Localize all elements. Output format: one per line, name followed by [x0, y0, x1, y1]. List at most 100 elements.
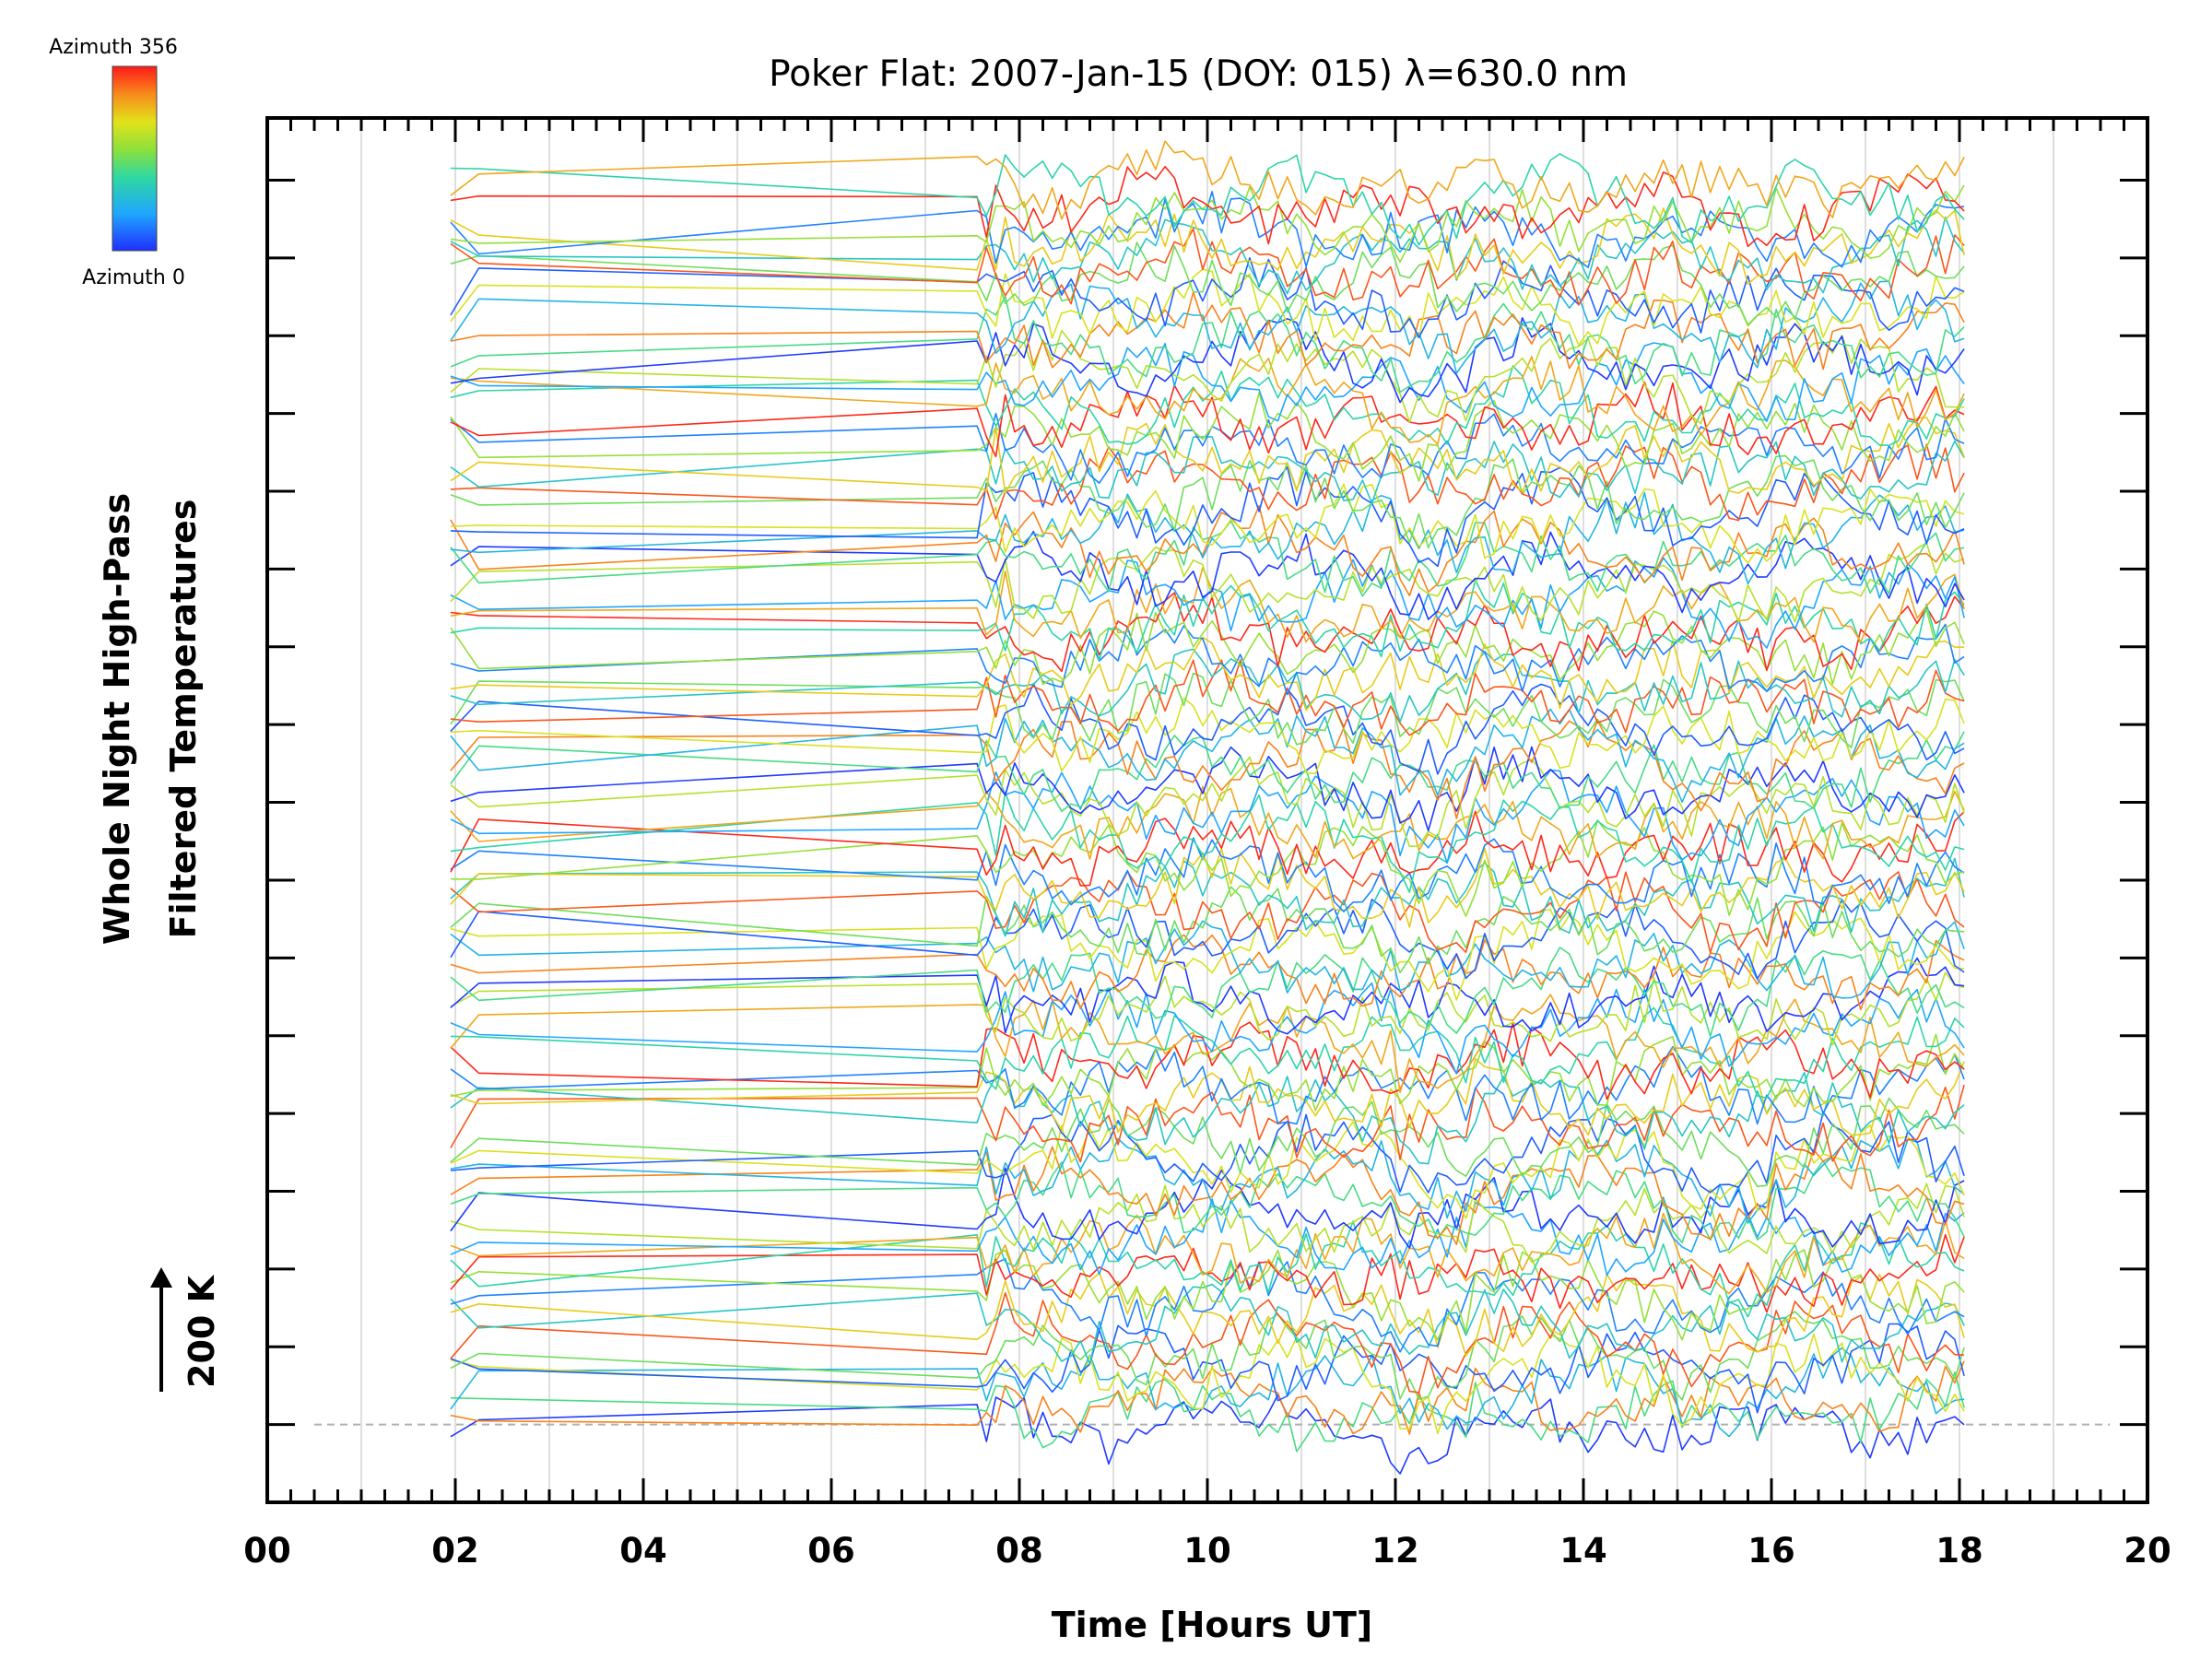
series-line — [450, 295, 1965, 394]
series-line — [450, 256, 1965, 339]
series-line — [450, 280, 1965, 374]
series-line — [450, 847, 1965, 928]
series-line — [450, 1394, 1965, 1475]
series-line — [450, 672, 1965, 749]
series-traces — [450, 140, 1965, 1475]
series-line — [450, 140, 1965, 220]
series-line — [450, 520, 1965, 597]
series-line — [450, 412, 1965, 484]
x-tick-label: 06 — [807, 1531, 855, 1571]
x-tick-label: 18 — [1936, 1531, 1983, 1571]
series-line — [450, 1167, 1965, 1249]
scale-label: 200 K — [182, 1274, 222, 1388]
x-tick-label: 02 — [431, 1531, 479, 1571]
series-line — [450, 756, 1965, 848]
x-tick-label: 04 — [619, 1531, 667, 1571]
series-line — [450, 648, 1965, 723]
series-line — [450, 1121, 1965, 1219]
x-axis-label: Time [Hours UT] — [1052, 1605, 1373, 1645]
series-line — [450, 153, 1965, 246]
series-line — [450, 329, 1965, 425]
series-line — [450, 567, 1965, 643]
series-line — [450, 1045, 1965, 1125]
series-line — [450, 207, 1965, 286]
series-line — [450, 365, 1965, 447]
series-line — [450, 592, 1965, 673]
series-line — [450, 392, 1965, 482]
x-tick-label: 16 — [1747, 1531, 1795, 1571]
series-line — [450, 982, 1965, 1075]
series-line — [450, 1333, 1965, 1435]
series-line — [450, 1159, 1965, 1244]
colorbar-bottom-label: Azimuth 0 — [82, 266, 185, 289]
series-line — [450, 659, 1965, 736]
x-tick-label: 08 — [995, 1531, 1043, 1571]
series-line — [450, 268, 1965, 347]
chart-title: Poker Flat: 2007-Jan-15 (DOY: 015) λ=630… — [769, 53, 1628, 95]
series-line — [450, 1258, 1965, 1353]
y-axis-label-line2: Filtered Temperatures — [163, 500, 204, 939]
series-line — [450, 1033, 1965, 1112]
series-line — [450, 785, 1965, 861]
series-line — [450, 216, 1965, 295]
x-tick-label: 10 — [1183, 1531, 1231, 1571]
series-line — [450, 417, 1965, 494]
series-line — [450, 1233, 1965, 1313]
x-tick-label: 12 — [1371, 1531, 1419, 1571]
series-line — [450, 184, 1965, 263]
series-line — [450, 436, 1965, 504]
series-line — [450, 623, 1965, 696]
series-line — [450, 1311, 1965, 1401]
series-line — [450, 1198, 1965, 1277]
series-line — [450, 857, 1965, 937]
series-line — [450, 994, 1965, 1093]
series-line — [450, 708, 1965, 804]
series-line — [450, 530, 1965, 620]
x-tick-label: 00 — [243, 1531, 291, 1571]
x-tick-label: 20 — [2124, 1531, 2171, 1571]
series-line — [450, 1347, 1965, 1438]
x-tick-label: 14 — [1559, 1531, 1607, 1571]
series-line — [450, 291, 1965, 371]
series-line — [450, 228, 1965, 306]
series-line — [450, 899, 1965, 980]
series-line — [450, 1272, 1965, 1357]
series-line — [450, 542, 1965, 623]
series-line — [450, 1058, 1965, 1136]
series-line — [450, 241, 1965, 326]
series-line — [450, 791, 1965, 893]
series-line — [450, 682, 1965, 775]
series-line — [450, 579, 1965, 661]
series-line — [450, 947, 1965, 1038]
scale-indicator: 200 K — [150, 1267, 222, 1392]
series-line — [450, 837, 1965, 912]
series-line — [450, 971, 1965, 1046]
axes — [265, 116, 2149, 1504]
series-line — [450, 909, 1965, 1001]
series-line — [450, 317, 1965, 404]
series-line — [450, 934, 1965, 1011]
series-line — [450, 381, 1965, 458]
series-line — [450, 443, 1965, 522]
series-line — [450, 697, 1965, 775]
scale-arrow-head — [150, 1267, 172, 1288]
series-line — [450, 769, 1965, 865]
series-line — [450, 1071, 1965, 1165]
series-line — [450, 454, 1965, 548]
series-line — [450, 1283, 1965, 1365]
series-line — [450, 1323, 1965, 1414]
colorbar — [112, 65, 158, 252]
series-line — [450, 483, 1965, 565]
series-line — [450, 1137, 1965, 1224]
series-line — [450, 1292, 1965, 1394]
y-axis-label-line1: Whole Night High-Pass — [97, 493, 137, 945]
series-line — [450, 465, 1965, 568]
series-line — [450, 886, 1965, 974]
x-tick-labels: 00 02 04 06 08 10 12 14 16 18 20 — [243, 1531, 2171, 1571]
colorbar-top-label: Azimuth 356 — [49, 36, 178, 59]
series-line — [450, 1006, 1965, 1100]
series-line — [450, 957, 1965, 1035]
series-line — [450, 719, 1965, 819]
series-line — [450, 609, 1965, 686]
